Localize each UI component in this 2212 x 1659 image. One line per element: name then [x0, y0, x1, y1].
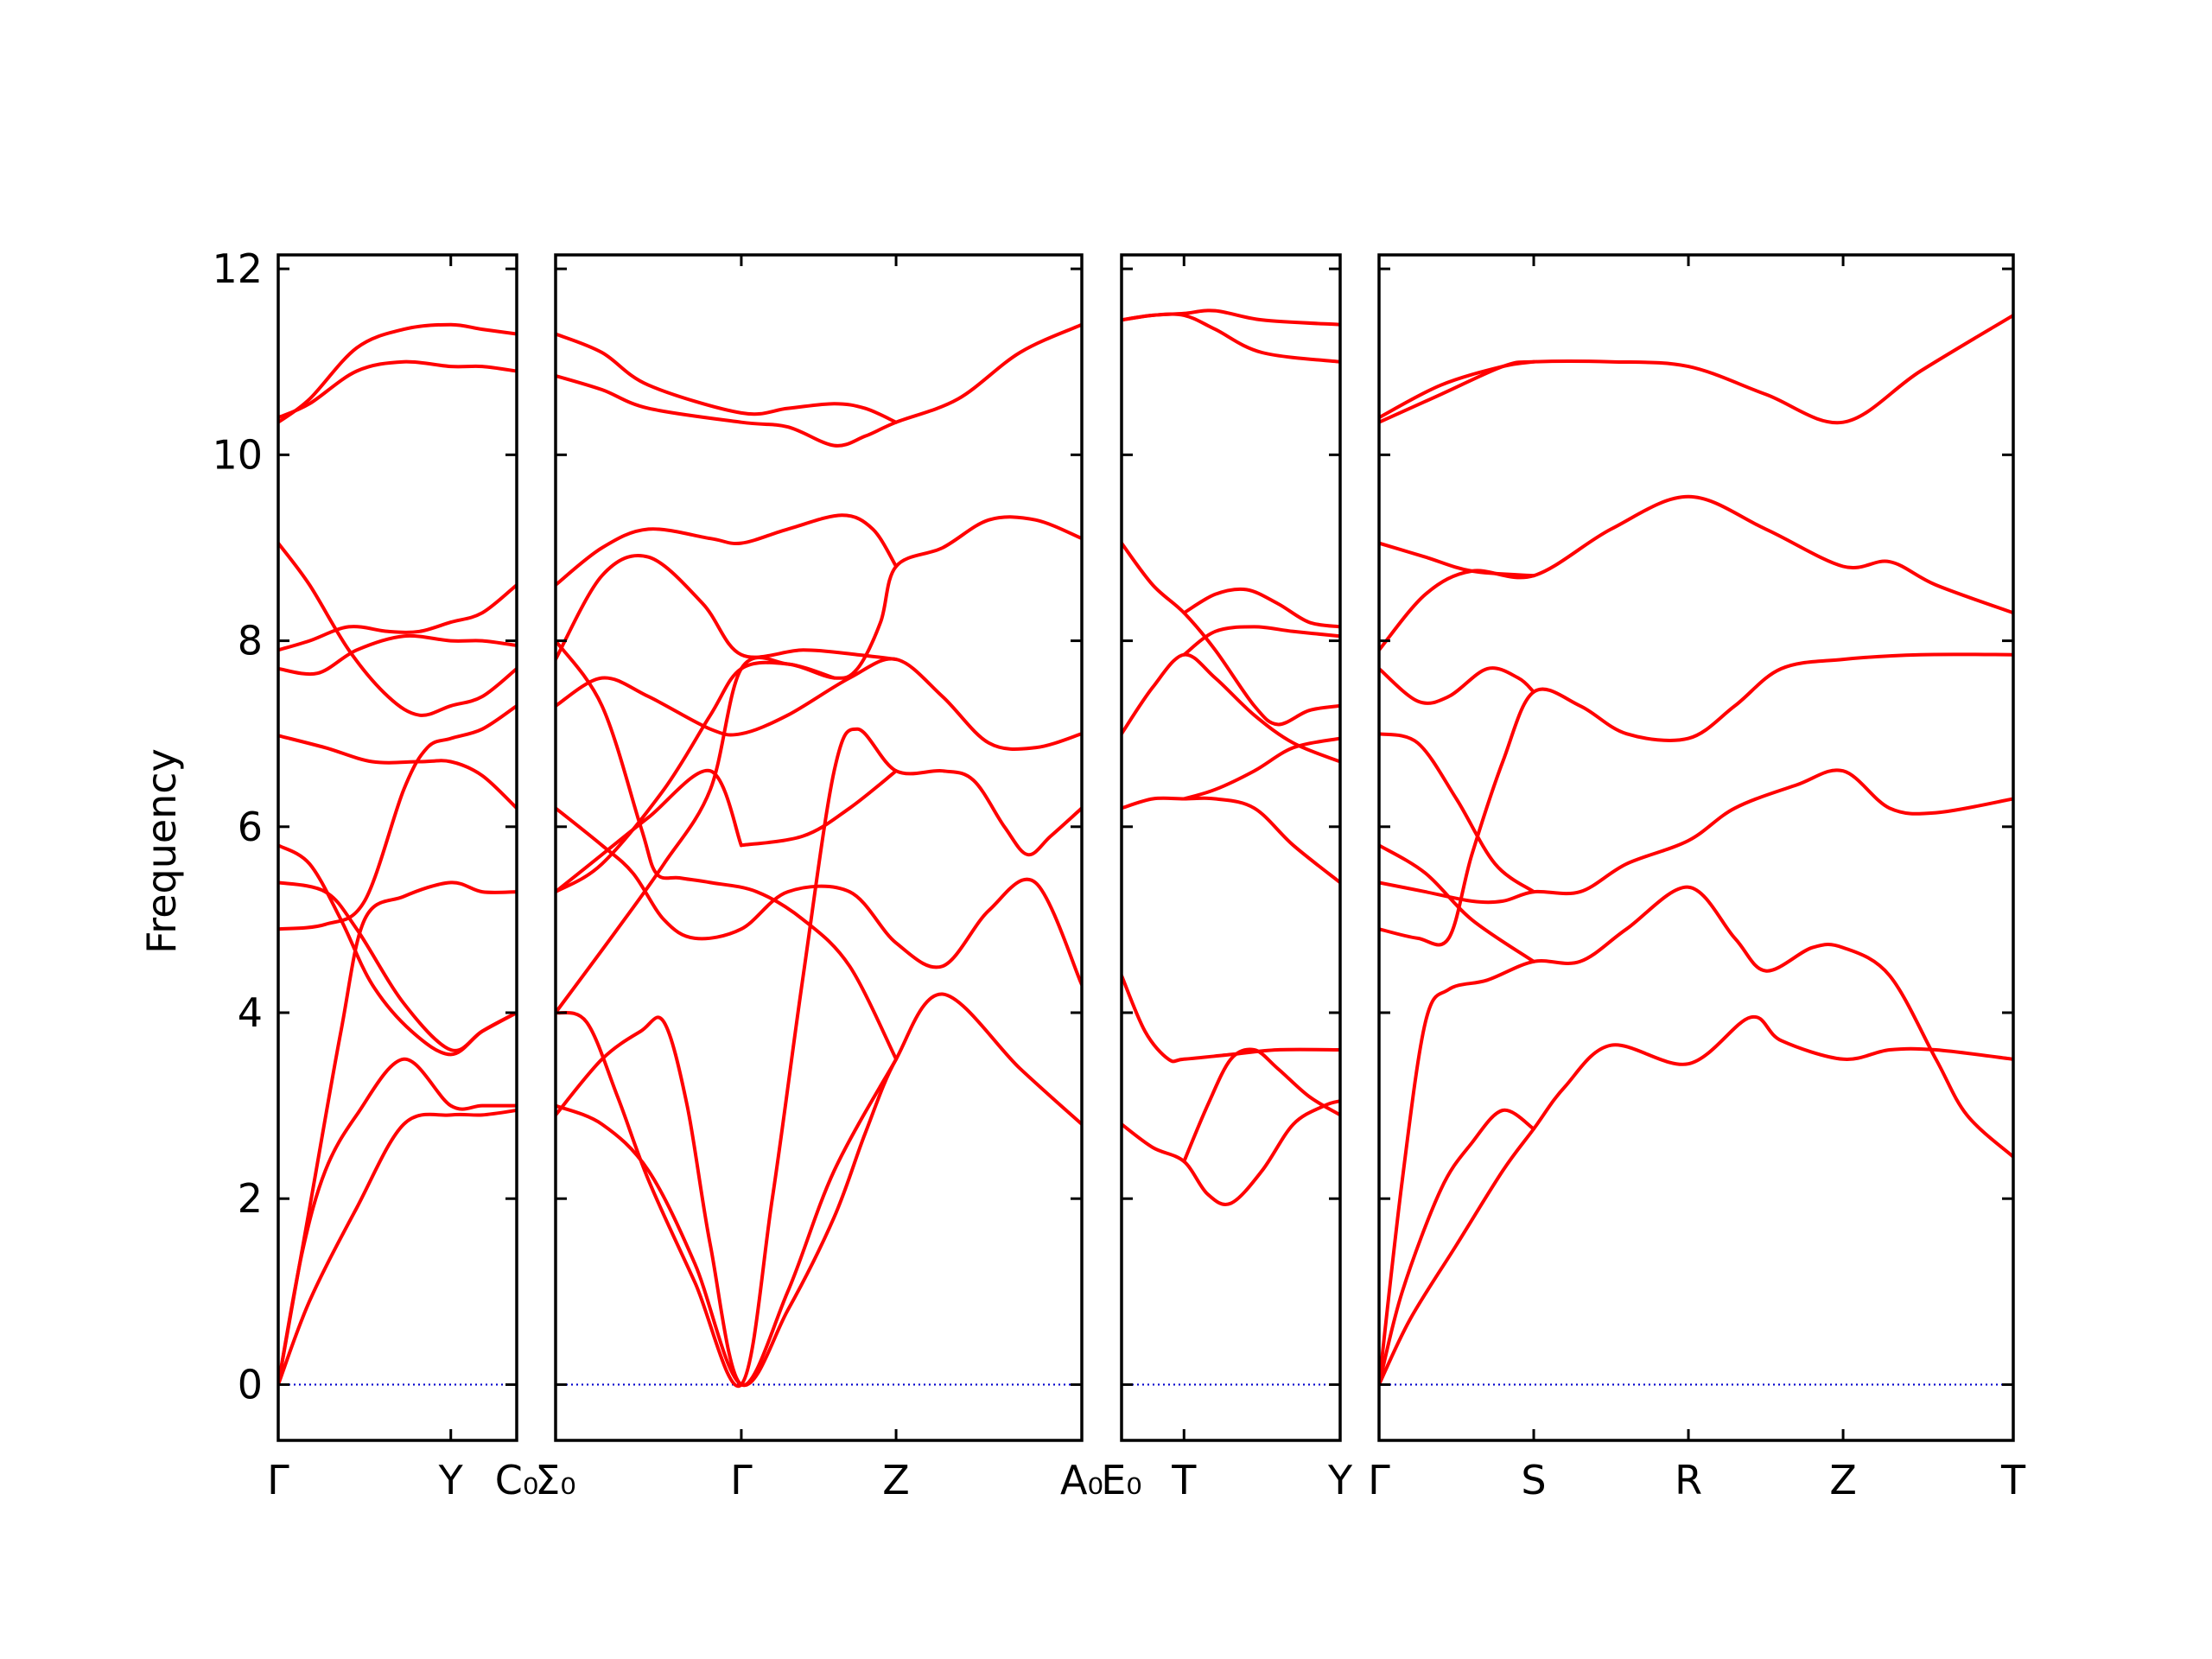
- phonon-band: [556, 806, 1082, 987]
- phonon-band: [1379, 732, 1535, 894]
- x-tick-label: Σ₀: [535, 1457, 576, 1503]
- phonon-band: [1379, 652, 2013, 947]
- y-tick-label: 4: [238, 989, 263, 1036]
- phonon-band: [556, 992, 1082, 1388]
- phonon-band: [1379, 1014, 2013, 1387]
- x-tick-label: Z: [1829, 1457, 1857, 1503]
- phonon-band: [278, 1109, 517, 1387]
- panel-1: Γ Y C₀: [267, 253, 539, 1503]
- band-group: [1379, 313, 2013, 1387]
- phonon-band: [1379, 359, 1535, 420]
- y-tick-label: 12: [212, 245, 263, 292]
- phonon-band: [1379, 666, 1535, 705]
- phonon-band: [556, 553, 899, 662]
- phonon-band: [278, 703, 517, 931]
- phonon-band: [278, 880, 517, 1052]
- phonon-band: [1182, 736, 1340, 801]
- phonon-band: [556, 513, 899, 587]
- x-tick-label: Γ: [730, 1457, 753, 1503]
- phonon-band: [556, 322, 1082, 448]
- x-tick-label: A₀: [1060, 1457, 1103, 1503]
- phonon-band: [278, 734, 517, 810]
- band-group: [278, 322, 517, 1387]
- x-tick-label: E₀: [1101, 1457, 1142, 1503]
- phonon-band: [1379, 313, 2013, 425]
- y-tick-label: 10: [212, 431, 263, 478]
- y-axis: 0 2 4 6 8 10 12: [212, 245, 263, 1408]
- panel-2: Σ₀ Γ Z A₀: [535, 253, 1103, 1503]
- phonon-band: [278, 633, 517, 677]
- panel-3: E₀ T Y: [1101, 253, 1353, 1503]
- phonon-band: [1379, 768, 2013, 905]
- panel-frame: [1120, 253, 1342, 1442]
- x-tick-label: Y: [1327, 1457, 1353, 1503]
- phonon-band: [1182, 587, 1340, 629]
- x-tick-label: Γ: [267, 1457, 289, 1503]
- phonon-band: [1122, 796, 1340, 885]
- phonon-band: [556, 657, 1082, 751]
- x-tick-label: R: [1675, 1457, 1702, 1503]
- phonon-band: [1379, 541, 1535, 578]
- phonon-band: [556, 1015, 899, 1387]
- x-tick-label: C₀: [495, 1457, 539, 1503]
- x-tick-label: T: [2000, 1457, 2026, 1503]
- phonon-band: [556, 332, 899, 424]
- phonon-band: [278, 359, 517, 420]
- y-tick-label: 8: [238, 618, 263, 664]
- phonon-band: [278, 880, 517, 1387]
- x-tick-label: Y: [438, 1457, 464, 1503]
- y-tick-label: 6: [238, 804, 263, 850]
- phonon-band: [278, 843, 517, 1057]
- phonon-band: [556, 768, 743, 894]
- phonon-band: [1379, 1108, 1535, 1387]
- phonon-band: [556, 727, 1082, 1389]
- phonon-band: [1379, 494, 2013, 652]
- y-tick-label: 2: [238, 1175, 263, 1222]
- phonon-band: [278, 1057, 517, 1387]
- band-group: [1122, 308, 1340, 1206]
- phonon-band: [1379, 843, 1535, 963]
- phonon-band: [1122, 312, 1340, 364]
- y-axis-title: Frequency: [138, 748, 185, 954]
- x-tick-label: Z: [882, 1457, 910, 1503]
- phonon-band: [278, 583, 517, 652]
- phonon-band: [1122, 974, 1340, 1064]
- x-tick-label: T: [1171, 1457, 1197, 1503]
- phonon-band: [556, 639, 899, 1061]
- phonon-band: [1379, 885, 2013, 1387]
- phonon-band: [1122, 308, 1340, 327]
- panel-frame: [1377, 253, 2015, 1442]
- phonon-band: [1122, 541, 1340, 727]
- panel-frame: [554, 253, 1084, 1442]
- y-tick-label: 0: [238, 1361, 263, 1408]
- phonon-band: [1182, 625, 1340, 657]
- phonon-band: [1182, 1047, 1340, 1164]
- phonon-band: [739, 769, 899, 848]
- panel-frame: [276, 253, 518, 1442]
- x-tick-label: Γ: [1368, 1457, 1390, 1503]
- phonon-band: [1122, 1099, 1340, 1206]
- phonon-band: [278, 541, 517, 717]
- phonon-band: [278, 322, 517, 424]
- band-group: [556, 322, 1082, 1389]
- phonon-band: [556, 515, 1082, 1014]
- phonon-band: [1122, 652, 1340, 764]
- x-tick-label: S: [1521, 1457, 1546, 1503]
